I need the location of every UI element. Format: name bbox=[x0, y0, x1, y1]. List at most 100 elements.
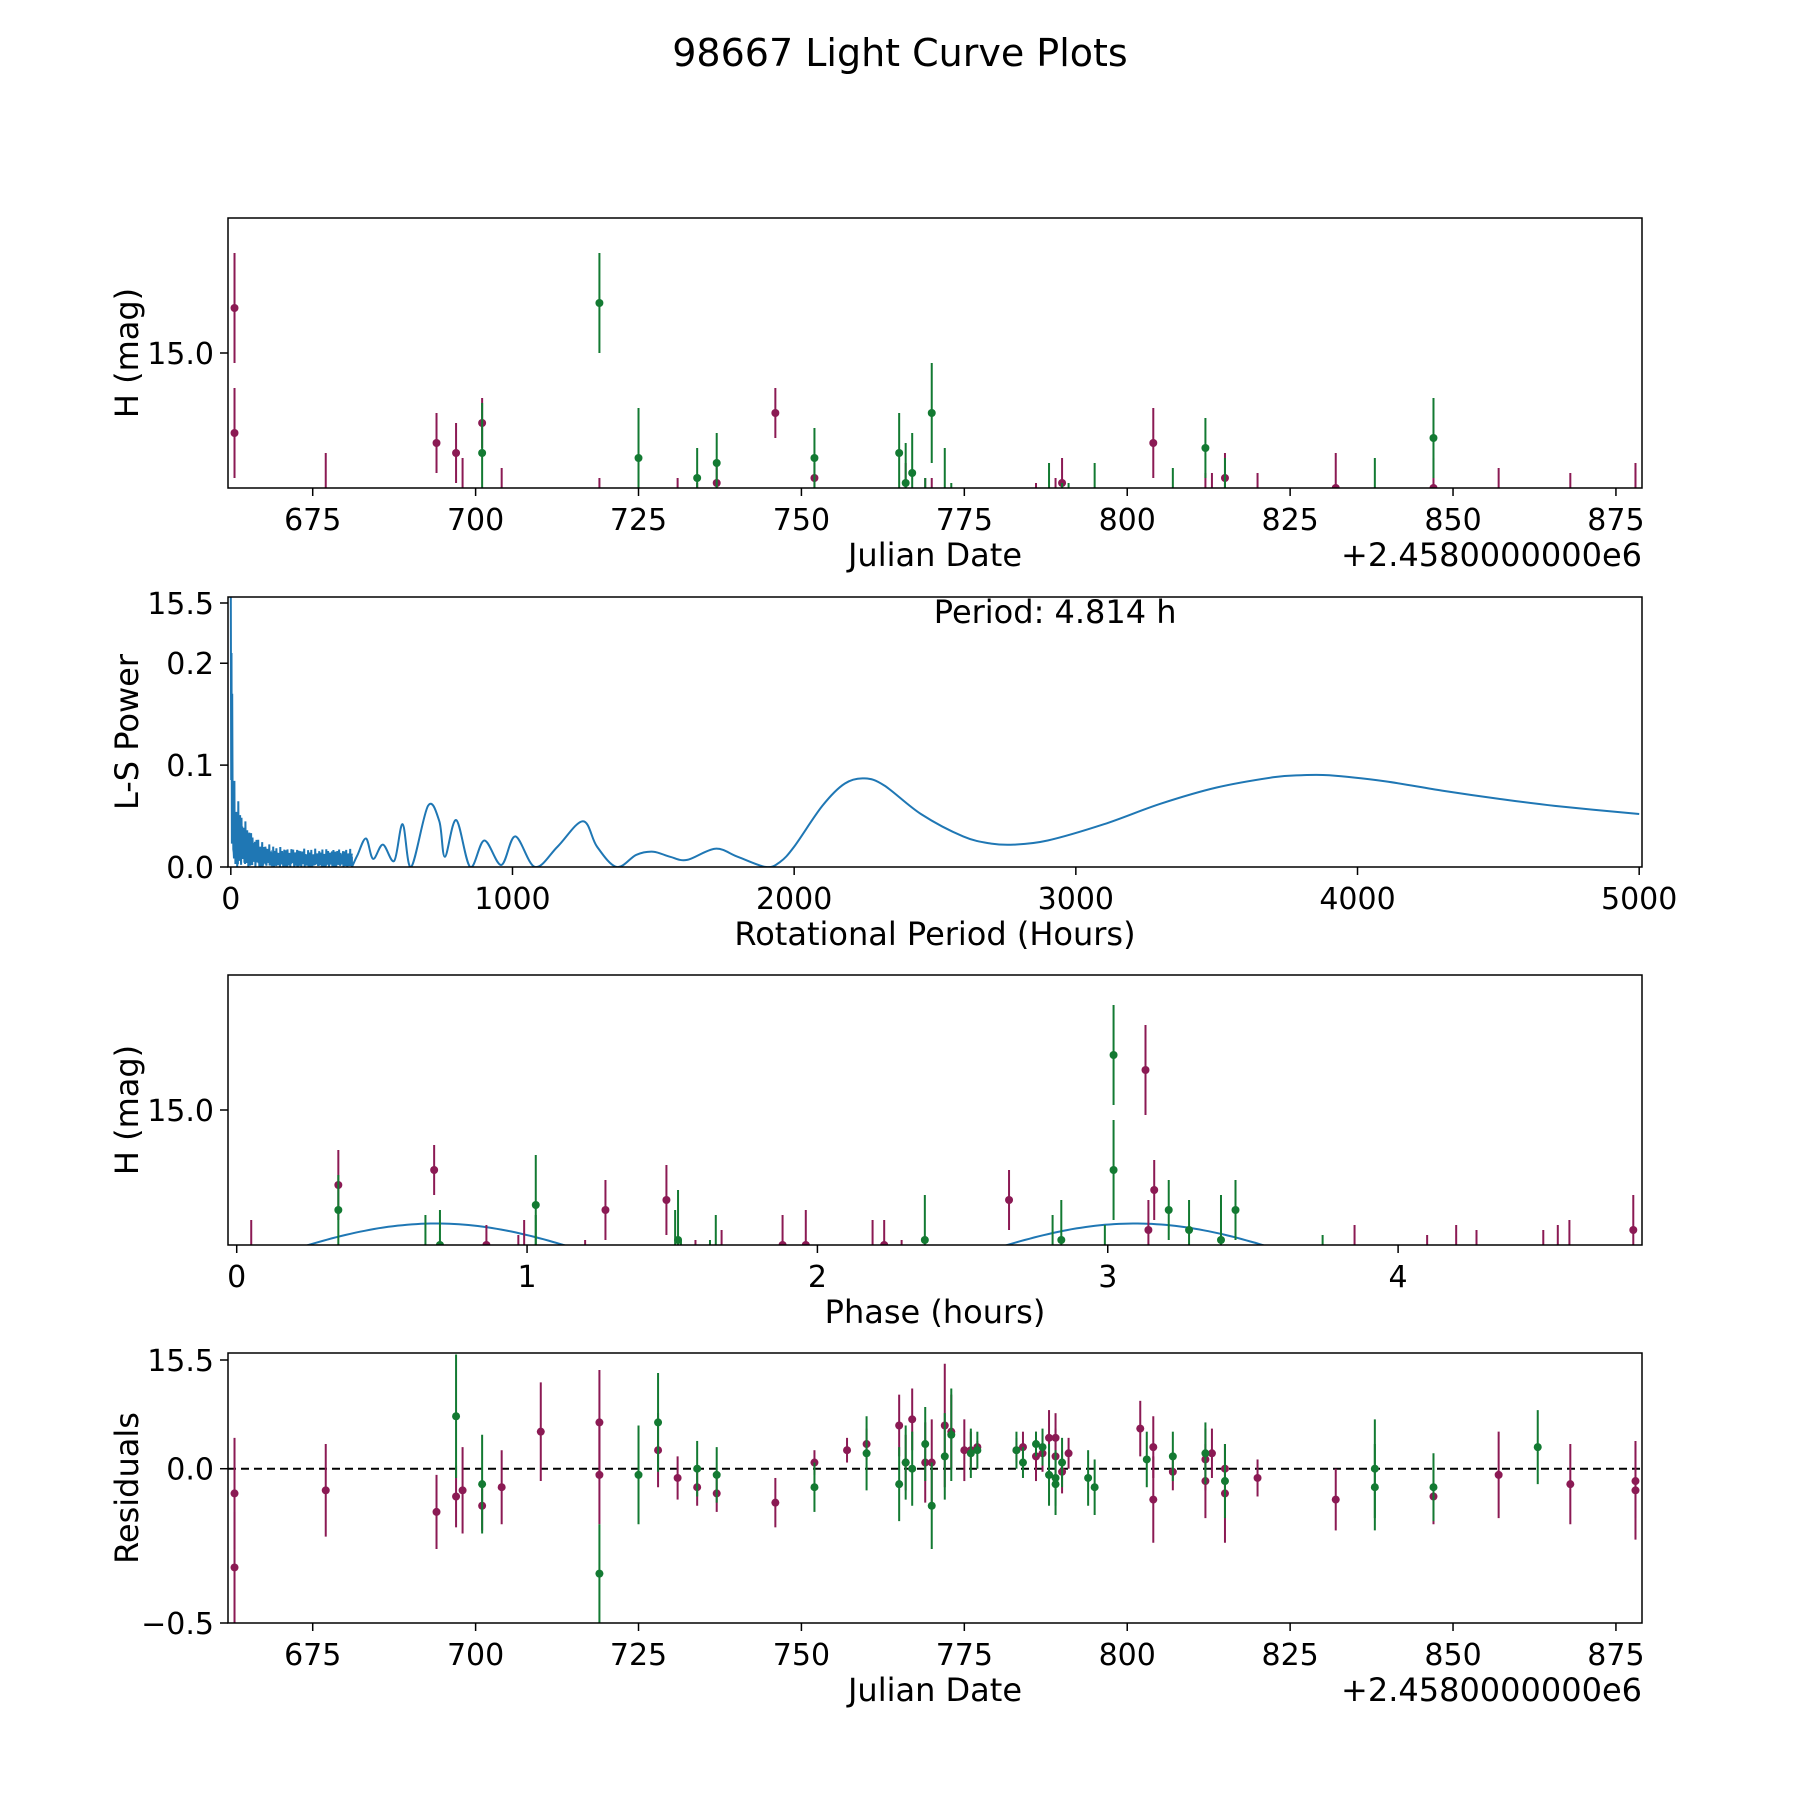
data-point bbox=[961, 1331, 969, 1339]
data-point bbox=[1005, 1196, 1014, 1204]
data-point bbox=[671, 1251, 679, 1259]
data-point bbox=[1052, 499, 1060, 507]
data-point bbox=[729, 1266, 737, 1274]
data-point bbox=[778, 1241, 787, 1245]
data-point bbox=[1049, 1246, 1057, 1254]
data-point bbox=[1164, 1206, 1173, 1214]
data-point bbox=[452, 449, 461, 457]
data-point bbox=[674, 499, 682, 507]
period-annotation: Period: 4.814 h bbox=[934, 593, 1177, 631]
y-tick-label: −0.5 bbox=[141, 1607, 214, 1642]
x-tick-label: 775 bbox=[936, 1638, 993, 1673]
data-point bbox=[1032, 569, 1040, 577]
data-point bbox=[1032, 504, 1040, 512]
panel-residuals: 675 700 725 750 775 800 825 850 875 0.0 −0.5 Julian… bbox=[108, 1352, 1645, 1709]
data-point bbox=[1058, 509, 1066, 517]
panel-phase-folded: 0 1 2 3 4 15.5 15.0 Phase (hours) H (mag) bbox=[108, 974, 1643, 1379]
data-point bbox=[1045, 1470, 1054, 1479]
data-point bbox=[1495, 504, 1503, 512]
data-point bbox=[1221, 514, 1229, 522]
data-point bbox=[706, 1266, 714, 1274]
data-point bbox=[334, 1206, 343, 1214]
series-band-b bbox=[317, 1005, 1327, 1334]
data-point bbox=[634, 454, 643, 462]
data-point bbox=[482, 1241, 491, 1245]
y-tick-label: 0.0 bbox=[166, 1453, 214, 1488]
data-point bbox=[1032, 1440, 1040, 1449]
data-point bbox=[810, 454, 819, 462]
data-point bbox=[673, 1473, 682, 1482]
x-tick-label: 4000 bbox=[1319, 882, 1395, 917]
data-point bbox=[712, 1470, 721, 1479]
x-tick-label: 750 bbox=[773, 503, 830, 538]
data-point bbox=[908, 574, 916, 582]
data-point bbox=[1051, 1433, 1060, 1442]
x-axis-label: Julian Date bbox=[846, 536, 1022, 574]
x-axis-label: Phase (hours) bbox=[825, 1293, 1046, 1331]
data-point bbox=[921, 504, 929, 512]
data-point bbox=[921, 1440, 930, 1449]
periodogram-short-period-peaks bbox=[229, 597, 353, 867]
x-tick-label: 725 bbox=[610, 1638, 667, 1673]
data-point bbox=[1631, 1486, 1640, 1495]
data-point bbox=[1417, 1356, 1425, 1364]
y-axis-label: Residuals bbox=[108, 1412, 146, 1564]
data-point bbox=[869, 1246, 877, 1254]
data-point bbox=[771, 409, 780, 417]
series-band-b bbox=[452, 1354, 1542, 1623]
data-point bbox=[683, 1266, 691, 1274]
x-tick-label: 800 bbox=[1099, 1638, 1156, 1673]
data-point bbox=[787, 1286, 795, 1294]
data-point bbox=[1168, 1452, 1177, 1461]
data-point bbox=[1144, 1226, 1153, 1234]
data-point bbox=[1452, 1256, 1460, 1264]
data-point bbox=[895, 1480, 904, 1489]
y-tick-label: 0.2 bbox=[166, 647, 214, 682]
plot-area bbox=[229, 597, 1640, 867]
data-point bbox=[625, 1286, 633, 1294]
data-point bbox=[1208, 494, 1216, 502]
data-point bbox=[230, 304, 239, 312]
data-point bbox=[895, 1421, 904, 1430]
x-tick-label: 2 bbox=[808, 1260, 827, 1295]
data-point bbox=[1149, 439, 1158, 447]
data-point bbox=[459, 494, 467, 502]
x-tick-label: 700 bbox=[447, 1638, 504, 1673]
data-point bbox=[1141, 1066, 1150, 1074]
data-point bbox=[1331, 1495, 1340, 1504]
data-point bbox=[1319, 1261, 1327, 1269]
panel-light-curve: 675 700 725 750 775 800 825 850 875 15.5 15.0 Julia… bbox=[108, 217, 1645, 622]
data-point bbox=[1554, 1251, 1562, 1259]
data-point bbox=[947, 1430, 956, 1439]
y-axis-label: H (mag) bbox=[108, 1045, 146, 1175]
data-point bbox=[321, 1486, 330, 1495]
data-point bbox=[1539, 1261, 1547, 1269]
data-point bbox=[1169, 494, 1177, 502]
data-point bbox=[595, 299, 604, 307]
series-band-b bbox=[478, 253, 1438, 577]
data-point bbox=[1631, 489, 1639, 497]
data-point bbox=[1331, 484, 1340, 488]
data-point bbox=[497, 1483, 506, 1492]
data-point bbox=[813, 1306, 821, 1314]
data-point bbox=[458, 1486, 467, 1495]
data-point bbox=[712, 459, 721, 467]
data-point bbox=[866, 1351, 874, 1359]
data-point bbox=[317, 1326, 325, 1334]
data-point bbox=[1429, 1483, 1438, 1492]
data-point bbox=[1045, 519, 1053, 527]
data-point bbox=[1091, 489, 1099, 497]
data-point bbox=[1494, 1470, 1503, 1479]
data-point bbox=[966, 1449, 975, 1458]
data-point bbox=[895, 449, 904, 457]
data-point bbox=[1143, 544, 1151, 552]
data-point bbox=[1201, 1449, 1210, 1458]
data-point bbox=[927, 409, 936, 417]
series-band-a bbox=[230, 1363, 1640, 1623]
data-point bbox=[532, 1251, 540, 1259]
data-point bbox=[1018, 1458, 1027, 1467]
x-tick-label: 875 bbox=[1587, 503, 1644, 538]
data-point bbox=[435, 1241, 444, 1245]
data-point bbox=[1201, 444, 1210, 452]
data-point bbox=[1045, 494, 1053, 502]
